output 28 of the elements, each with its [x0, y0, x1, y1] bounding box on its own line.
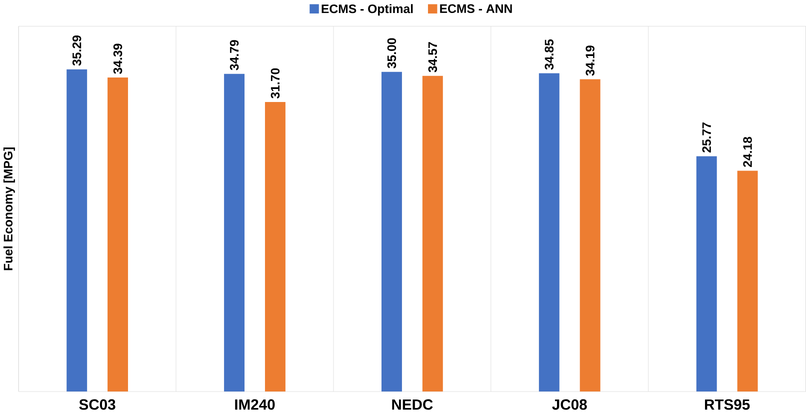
data-label: 34.79	[230, 40, 239, 70]
bar	[108, 77, 128, 392]
data-label: 25.77	[702, 122, 711, 152]
bar	[737, 170, 758, 392]
bar	[696, 156, 717, 392]
bar	[224, 74, 245, 392]
x-tick-label: RTS95	[705, 399, 750, 410]
bar	[66, 69, 88, 392]
bar	[538, 73, 560, 392]
legend-label: ECMS - ANN	[440, 4, 512, 13]
y-axis-title: Fuel Economy [MPG]	[3, 147, 15, 270]
bar	[580, 79, 600, 392]
data-label: 24.18	[743, 136, 752, 167]
x-tick-label: IM240	[235, 399, 275, 410]
x-tick-label: JC08	[552, 399, 587, 410]
bar	[264, 102, 286, 392]
data-label: 34.19	[586, 45, 594, 76]
data-label: 34.39	[113, 44, 122, 74]
bar	[422, 76, 443, 392]
data-label: 35.00	[387, 38, 396, 68]
data-label: 34.57	[428, 42, 438, 72]
x-tick-label: NEDC	[392, 399, 433, 410]
bar	[381, 72, 402, 392]
data-label: 34.85	[544, 39, 554, 70]
legend-label: ECMS - Optimal	[322, 4, 413, 16]
x-tick-label: SC03	[79, 399, 116, 410]
data-label: 35.29	[72, 35, 82, 66]
data-label: 31.70	[270, 68, 280, 98]
